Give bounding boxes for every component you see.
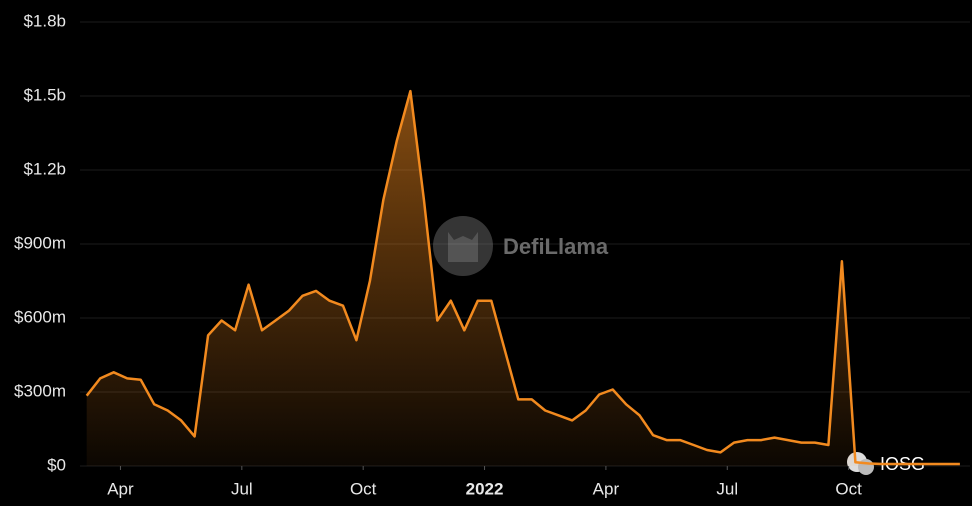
y-tick-label: $1.5b [23,85,66,104]
y-tick-label: $900m [14,233,66,252]
y-tick-label: $1.2b [23,159,66,178]
area [86,91,960,466]
y-tick-label: $300m [14,381,66,400]
x-tick-label: Oct [835,479,862,498]
watermark-logo [433,216,493,276]
y-tick-label: $1.8b [23,11,66,30]
x-tick-label: Oct [350,479,377,498]
x-tick-label: Jul [716,479,738,498]
x-tick-label: Apr [107,479,134,498]
x-tick-label: 2022 [466,479,504,498]
x-tick-label: Jul [231,479,253,498]
y-tick-label: $0 [47,455,66,474]
line [85,89,960,466]
x-tick-label: Apr [593,479,620,498]
y-tick-label: $600m [14,307,66,326]
watermark: DefiLlama [503,234,609,259]
